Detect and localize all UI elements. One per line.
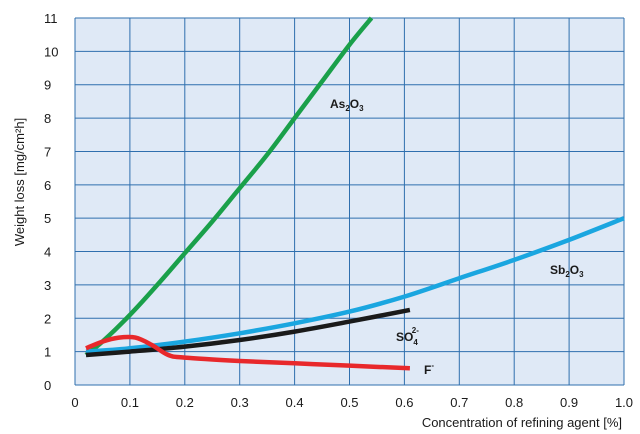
x-tick-label: 1.0 [615,395,633,410]
y-tick-label: 10 [44,44,58,59]
grid [74,17,625,386]
y-tick-label: 6 [44,178,51,193]
y-tick-label: 8 [44,111,51,126]
label-as-mid: O [350,97,359,111]
series-line-f [85,334,410,371]
label-f-sup: - [431,361,434,370]
series-label-as2o3: As2O3 [330,97,364,113]
series-line-sb2o3 [85,216,625,354]
label-so-sub: 4 [413,338,418,347]
label-sb-sub2: 3 [579,270,584,279]
x-axis-title: Concentration of refining agent [%] [422,415,622,430]
x-tick-label: 0.3 [231,395,249,410]
label-sb-sub1: 2 [565,270,570,279]
label-sb-main: Sb [550,263,565,277]
label-as-sub2: 3 [359,104,364,113]
x-tick-label: 0.6 [395,395,413,410]
y-tick-label: 11 [44,11,58,26]
y-tick-label: 7 [44,144,51,159]
y-ticks: 0 1 2 3 4 5 6 7 8 9 10 11 [44,11,58,393]
label-so-sup: 2- [412,326,419,335]
y-tick-label: 5 [44,211,51,226]
x-tick-label: 0.4 [286,395,304,410]
label-f-main: F [424,363,431,377]
y-tick-label: 1 [44,345,51,360]
y-axis-title: Weight loss [mg/cm²h] [12,118,27,246]
x-tick-label: 0.9 [560,395,578,410]
y-tick-label: 0 [44,378,51,393]
x-tick-label: 0.5 [340,395,358,410]
x-tick-label: 0 [71,395,78,410]
series-label-so4: SO4 2- [396,326,419,347]
series-line-as2o3 [84,16,374,357]
y-tick-label: 3 [44,278,51,293]
y-tick-label: 9 [44,78,51,93]
x-tick-label: 0.2 [176,395,194,410]
label-sb-mid: O [570,263,579,277]
label-as-main: As [330,97,346,111]
y-tick-label: 2 [44,311,51,326]
series-line-so4 [85,307,411,358]
series-label-f: F- [424,361,434,377]
series-lines [84,16,625,371]
label-so-main: SO [396,330,413,344]
x-tick-label: 0.7 [450,395,468,410]
label-as-sub1: 2 [345,104,350,113]
series-label-sb2o3: Sb2O3 [550,263,584,279]
y-tick-label: 4 [44,245,51,260]
x-tick-label: 0.8 [505,395,523,410]
x-tick-label: 0.1 [121,395,139,410]
x-ticks: 0 0.1 0.2 0.3 0.4 0.5 0.6 0.7 0.8 0.9 1.0 [71,395,633,410]
